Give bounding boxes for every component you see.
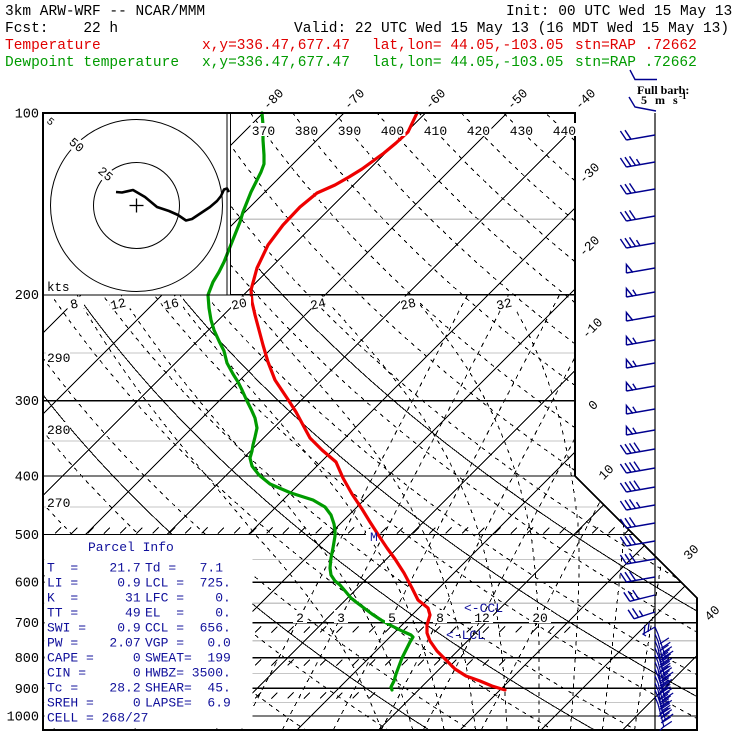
svg-text:CIN = 0: CIN = 0 [47, 666, 141, 681]
svg-text:270: 270 [47, 496, 70, 511]
svg-text:440: 440 [553, 124, 576, 139]
svg-text:CAPE = 0: CAPE = 0 [47, 651, 141, 666]
svg-text:300: 300 [15, 395, 39, 410]
svg-text:<-LCL: <-LCL [446, 628, 485, 643]
svg-text:x,y=336.47,677.47: x,y=336.47,677.47 [202, 38, 350, 54]
svg-text:-1: -1 [679, 91, 687, 101]
svg-text:410: 410 [424, 124, 447, 139]
svg-text:Init: 00 UTC Wed 15 May 13: Init: 00 UTC Wed 15 May 13 [506, 4, 732, 20]
svg-text:stn=RAP .72662: stn=RAP .72662 [575, 55, 697, 71]
svg-text:CELL = 268/27: CELL = 268/27 [47, 711, 148, 726]
svg-text:12: 12 [474, 611, 490, 626]
svg-text:<-CCL: <-CCL [464, 601, 503, 616]
svg-text:Fcst: 22 h: Fcst: 22 h [5, 21, 118, 37]
svg-text:12: 12 [109, 296, 128, 314]
svg-text:VGP = 0.0: VGP = 0.0 [145, 636, 231, 651]
svg-text:400: 400 [381, 124, 404, 139]
svg-text:500: 500 [15, 529, 39, 544]
svg-text:Dewpoint temperature: Dewpoint temperature [5, 55, 179, 71]
svg-text:SWI = 0.9: SWI = 0.9 [47, 621, 141, 636]
svg-text:Parcel Info: Parcel Info [88, 540, 174, 555]
svg-text:lat,lon= 44.05,-103.05: lat,lon= 44.05,-103.05 [372, 55, 563, 71]
svg-text:20: 20 [230, 296, 249, 314]
svg-text:390: 390 [338, 124, 361, 139]
svg-text:TT = 49: TT = 49 [47, 606, 141, 621]
svg-text:lat,lon= 44.05,-103.05: lat,lon= 44.05,-103.05 [372, 38, 563, 54]
svg-text:380: 380 [295, 124, 318, 139]
svg-text:2: 2 [296, 611, 304, 626]
svg-text:420: 420 [467, 124, 490, 139]
svg-text:32: 32 [495, 296, 514, 314]
svg-text:430: 430 [510, 124, 533, 139]
svg-text:20: 20 [532, 611, 548, 626]
svg-text:Tc = 28.2: Tc = 28.2 [47, 681, 141, 696]
svg-text:280: 280 [47, 423, 70, 438]
svg-text:400: 400 [15, 471, 39, 486]
svg-text:28: 28 [399, 296, 418, 314]
svg-text:Td = 7.1: Td = 7.1 [145, 561, 223, 576]
svg-text:LAPSE= 6.9: LAPSE= 6.9 [145, 696, 231, 711]
svg-text:LFC = 0.: LFC = 0. [145, 591, 231, 606]
svg-text:290: 290 [47, 351, 70, 366]
svg-text:kts: kts [47, 281, 70, 295]
svg-text:stn=RAP .72662: stn=RAP .72662 [575, 38, 697, 54]
svg-text:8: 8 [436, 611, 444, 626]
svg-text:24: 24 [309, 295, 328, 313]
svg-text:800: 800 [15, 652, 39, 667]
svg-text:1000: 1000 [7, 711, 39, 726]
svg-text:CCL = 656.: CCL = 656. [145, 621, 231, 636]
svg-text:Valid: 22 UTC Wed 15 May 13 (1: Valid: 22 UTC Wed 15 May 13 (16 MDT Wed … [294, 21, 729, 37]
svg-text:5: 5 [388, 611, 396, 626]
svg-text:8: 8 [69, 296, 80, 312]
svg-text:700: 700 [15, 617, 39, 632]
svg-text:K = 31: K = 31 [47, 591, 141, 606]
svg-text:600: 600 [15, 577, 39, 592]
svg-text:HWBZ= 3500.: HWBZ= 3500. [145, 666, 231, 681]
svg-text:x,y=336.47,677.47: x,y=336.47,677.47 [202, 55, 350, 71]
svg-text:100: 100 [15, 108, 39, 123]
svg-text:Temperature: Temperature [5, 38, 101, 54]
svg-text:900: 900 [15, 683, 39, 698]
svg-text:3: 3 [337, 611, 345, 626]
svg-text:LCL = 725.: LCL = 725. [145, 576, 231, 591]
svg-text:5 m s: 5 m s [641, 93, 680, 107]
svg-text:200: 200 [15, 289, 39, 304]
svg-text:PW = 2.07: PW = 2.07 [47, 636, 141, 651]
svg-text:LI = 0.9: LI = 0.9 [47, 576, 141, 591]
svg-text:M: M [370, 530, 378, 545]
svg-text:SWEAT= 199: SWEAT= 199 [145, 651, 231, 666]
svg-text:370: 370 [252, 124, 275, 139]
svg-text:Full barb:: Full barb: [637, 83, 689, 97]
svg-text:SHEAR= 45.: SHEAR= 45. [145, 681, 231, 696]
svg-text:SREH = 0: SREH = 0 [47, 696, 141, 711]
svg-text:EL = 0.: EL = 0. [145, 606, 231, 621]
svg-text:3km ARW-WRF -- NCAR/MMM: 3km ARW-WRF -- NCAR/MMM [5, 4, 205, 20]
svg-text:T = 21.7: T = 21.7 [47, 561, 141, 576]
svg-text:16: 16 [162, 296, 181, 314]
